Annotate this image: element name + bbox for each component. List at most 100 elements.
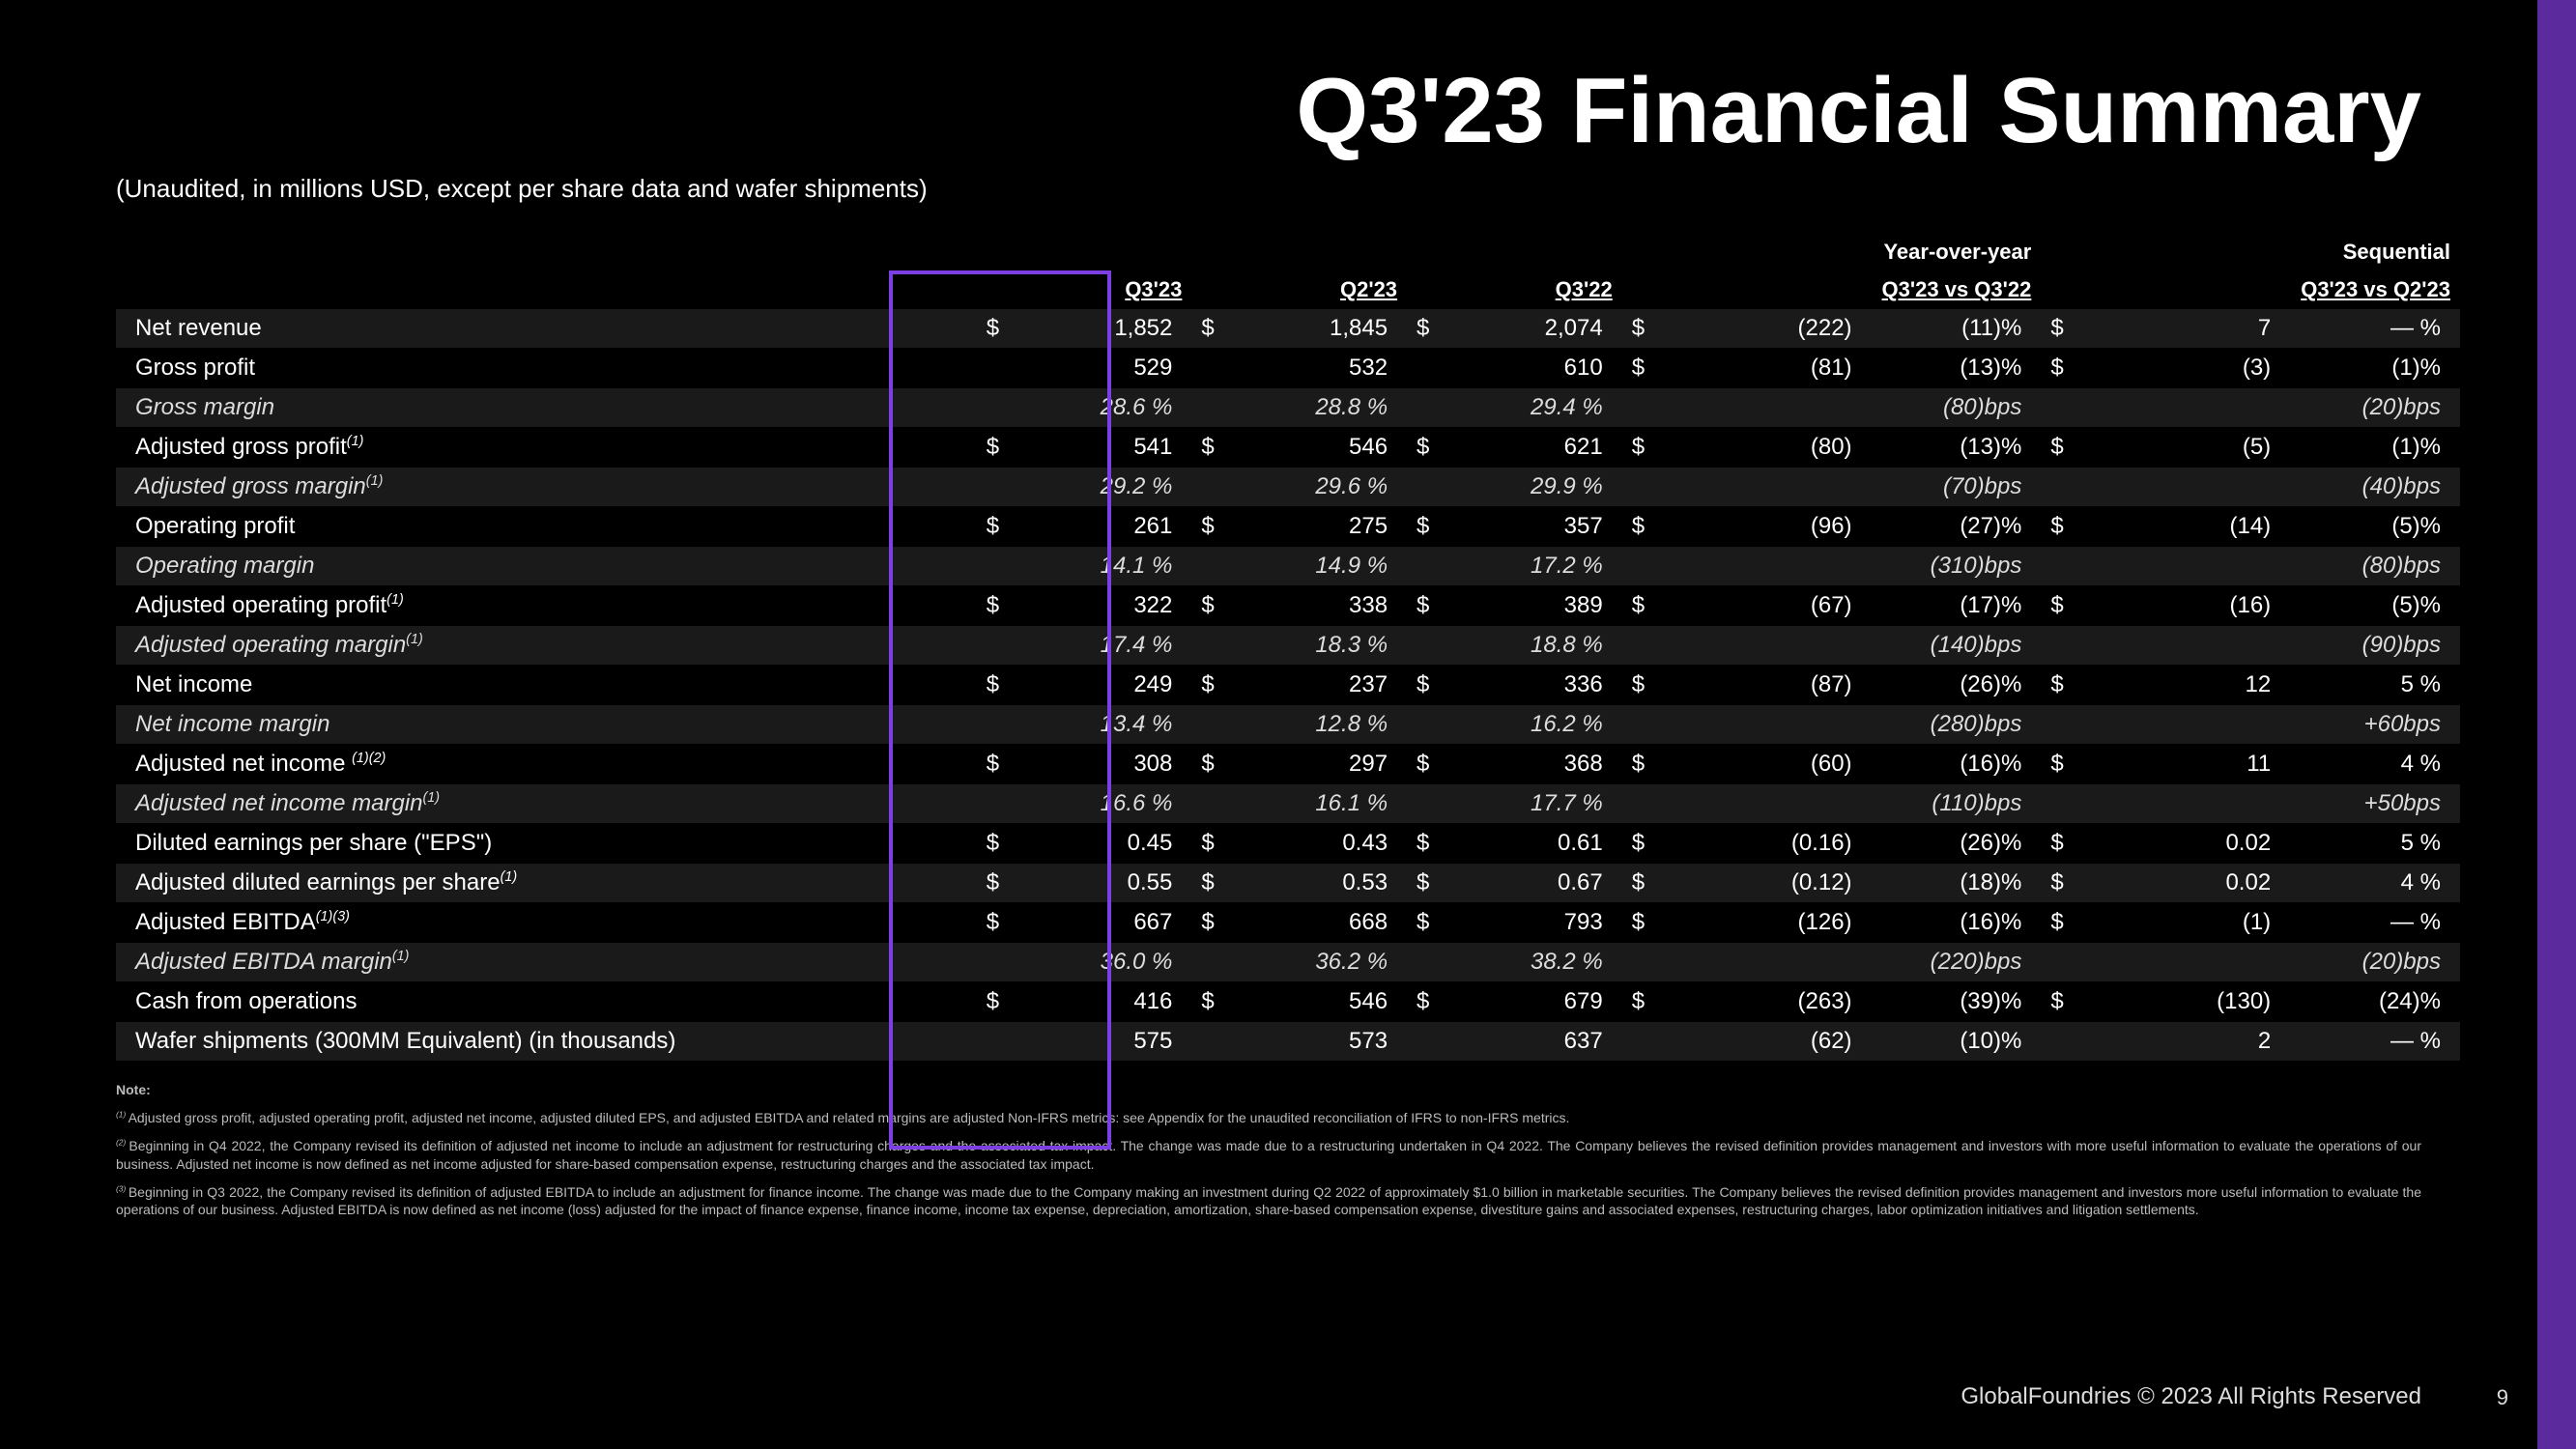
cell-seq_sym [2041, 784, 2086, 823]
cell-seq_val: (5) [2086, 428, 2290, 467]
cell-yoy_val [1668, 468, 1872, 506]
cell-q3_22: 389 [1452, 586, 1622, 625]
cell-seq_val: 12 [2086, 666, 2290, 704]
cell-q3_23: 13.4 % [1022, 705, 1192, 744]
cell-yoy_sym: $ [1622, 586, 1668, 625]
footnote-item: (2) Beginning in Q4 2022, the Company re… [116, 1137, 2421, 1174]
cell-q3_22: 793 [1452, 903, 1622, 942]
cell-q3_22: 29.9 % [1452, 468, 1622, 506]
cell-yoy_sym: $ [1622, 824, 1668, 863]
cell-seq_pct: 5 % [2290, 666, 2460, 704]
cell-seq_pct: (20)bps [2290, 943, 2460, 981]
cell-yoy_val [1668, 943, 1872, 981]
cell-yoy_pct: (280)bps [1872, 705, 2042, 744]
cell-yoy_pct: (11)% [1872, 309, 2042, 348]
row-label: Adjusted operating profit(1) [116, 586, 977, 625]
cell-yoy_val: (87) [1668, 666, 1872, 704]
cell-seq_sym: $ [2041, 507, 2086, 546]
cell-q3_23_sym [977, 705, 1022, 744]
cell-seq_pct: (24)% [2290, 982, 2460, 1021]
cell-seq_val [2086, 388, 2290, 427]
cell-seq_val [2086, 943, 2290, 981]
cell-yoy_val: (62) [1668, 1022, 1872, 1061]
cell-seq_pct: — % [2290, 1022, 2460, 1061]
cell-q3_23_sym: $ [977, 903, 1022, 942]
cell-seq_pct: (5)% [2290, 507, 2460, 546]
cell-q3_23_sym: $ [977, 982, 1022, 1021]
cell-q2_23_sym: $ [1191, 586, 1237, 625]
table-row: Adjusted gross profit(1)$541$546$621$(80… [116, 428, 2460, 467]
cell-q3_22_sym: $ [1407, 309, 1452, 348]
cell-q3_23_sym [977, 547, 1022, 585]
cell-q3_23: 261 [1022, 507, 1192, 546]
cell-q2_23_sym [1191, 349, 1237, 387]
cell-seq_sym [2041, 388, 2086, 427]
cell-seq_pct: — % [2290, 309, 2460, 348]
cell-q3_23_sym [977, 626, 1022, 665]
footnote-item: (3) Beginning in Q3 2022, the Company re… [116, 1183, 2421, 1220]
table-row: Adjusted operating margin(1)17.4 %18.3 %… [116, 626, 2460, 665]
cell-q2_23: 668 [1237, 903, 1407, 942]
cell-q3_22_sym: $ [1407, 824, 1452, 863]
cell-yoy_val: (222) [1668, 309, 1872, 348]
table-row: Operating profit$261$275$357$(96)(27)%$(… [116, 507, 2460, 546]
cell-yoy_pct: (10)% [1872, 1022, 2042, 1061]
cell-yoy_sym: $ [1622, 903, 1668, 942]
cell-yoy_pct: (13)% [1872, 349, 2042, 387]
table-row: Gross margin28.6 %28.8 %29.4 %(80)bps(20… [116, 388, 2460, 427]
page-number: 9 [2497, 1385, 2508, 1410]
cell-seq_pct: (80)bps [2290, 547, 2460, 585]
table-row: Adjusted net income (1)(2)$308$297$368$(… [116, 745, 2460, 783]
cell-q3_23: 416 [1022, 982, 1192, 1021]
cell-q3_23_sym [977, 349, 1022, 387]
notes-heading: Note: [116, 1081, 2421, 1099]
cell-seq_val: 11 [2086, 745, 2290, 783]
cell-q2_23: 338 [1237, 586, 1407, 625]
cell-q3_23: 36.0 % [1022, 943, 1192, 981]
cell-q2_23: 546 [1237, 982, 1407, 1021]
cell-yoy_val: (263) [1668, 982, 1872, 1021]
table-row: Gross profit529532610$(81)(13)%$(3)(1)% [116, 349, 2460, 387]
cell-yoy_pct: (27)% [1872, 507, 2042, 546]
cell-q2_23_sym: $ [1191, 309, 1237, 348]
cell-q3_23: 0.55 [1022, 864, 1192, 902]
cell-q3_23_sym: $ [977, 864, 1022, 902]
cell-yoy_sym: $ [1622, 309, 1668, 348]
cell-q3_22_sym [1407, 388, 1452, 427]
cell-yoy_val [1668, 705, 1872, 744]
footnote-item: (1) Adjusted gross profit, adjusted oper… [116, 1109, 2421, 1127]
cell-q3_22: 2,074 [1452, 309, 1622, 348]
cell-yoy_sym: $ [1622, 349, 1668, 387]
cell-q2_23: 0.43 [1237, 824, 1407, 863]
row-label: Cash from operations [116, 982, 977, 1021]
col-q2-23: Q2'23 [1191, 271, 1407, 308]
cell-yoy_sym [1622, 943, 1668, 981]
cell-q3_22_sym: $ [1407, 428, 1452, 467]
cell-yoy_pct: (17)% [1872, 586, 2042, 625]
cell-seq_val: 2 [2086, 1022, 2290, 1061]
cell-seq_sym [2041, 468, 2086, 506]
table-row: Net revenue$1,852$1,845$2,074$(222)(11)%… [116, 309, 2460, 348]
cell-q3_22_sym: $ [1407, 903, 1452, 942]
cell-yoy_val: (80) [1668, 428, 1872, 467]
cell-seq_sym: $ [2041, 824, 2086, 863]
cell-yoy_sym [1622, 388, 1668, 427]
cell-q3_22_sym [1407, 705, 1452, 744]
row-label: Adjusted diluted earnings per share(1) [116, 864, 977, 902]
cell-yoy_sym: $ [1622, 666, 1668, 704]
table-row: Adjusted operating profit(1)$322$338$389… [116, 586, 2460, 625]
table-row: Cash from operations$416$546$679$(263)(3… [116, 982, 2460, 1021]
cell-seq_pct: 4 % [2290, 745, 2460, 783]
cell-q2_23_sym: $ [1191, 745, 1237, 783]
cell-seq_pct: (5)% [2290, 586, 2460, 625]
cell-yoy_val [1668, 388, 1872, 427]
table-row: Adjusted gross margin(1)29.2 %29.6 %29.9… [116, 468, 2460, 506]
cell-yoy_val: (126) [1668, 903, 1872, 942]
row-label: Operating margin [116, 547, 977, 585]
table-row: Wafer shipments (300MM Equivalent) (in t… [116, 1022, 2460, 1061]
cell-yoy_val [1668, 784, 1872, 823]
cell-yoy_val: (67) [1668, 586, 1872, 625]
cell-seq_pct: +60bps [2290, 705, 2460, 744]
cell-q3_22: 368 [1452, 745, 1622, 783]
cell-q2_23_sym [1191, 547, 1237, 585]
